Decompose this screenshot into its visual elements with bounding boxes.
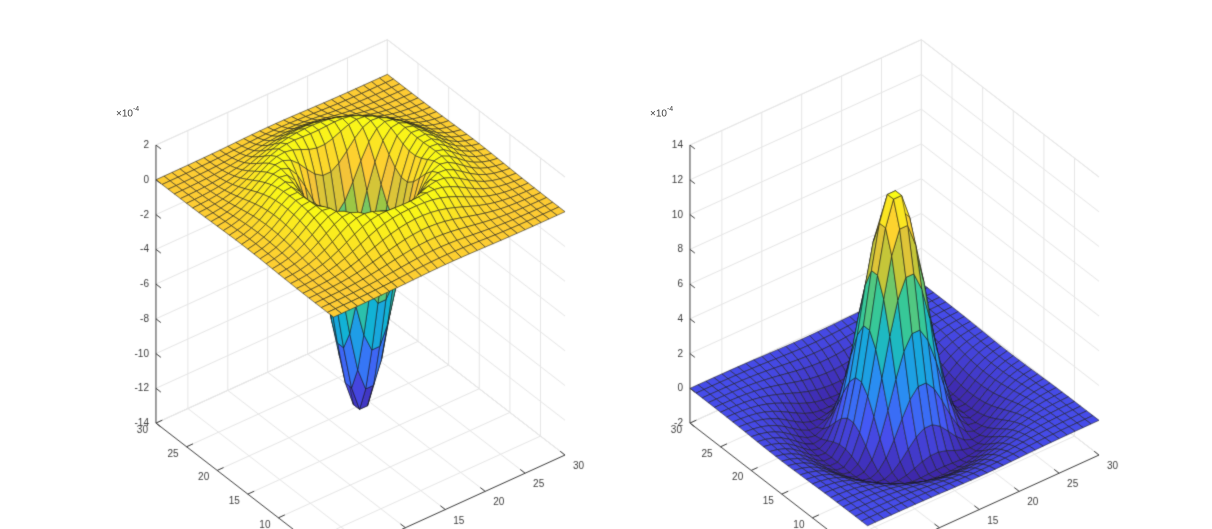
- left-z-axis-exponent-label: ×10-4: [116, 106, 139, 119]
- exponent-base: ×10: [650, 108, 667, 120]
- right-z-axis-exponent-label: ×10-4: [650, 106, 673, 119]
- right-surface-plot-canvas: [606, 0, 1212, 529]
- left-surface-plot-canvas: [0, 0, 606, 529]
- exponent-power: -4: [666, 106, 674, 113]
- exponent-power: -4: [132, 106, 140, 113]
- exponent-base: ×10: [116, 108, 133, 120]
